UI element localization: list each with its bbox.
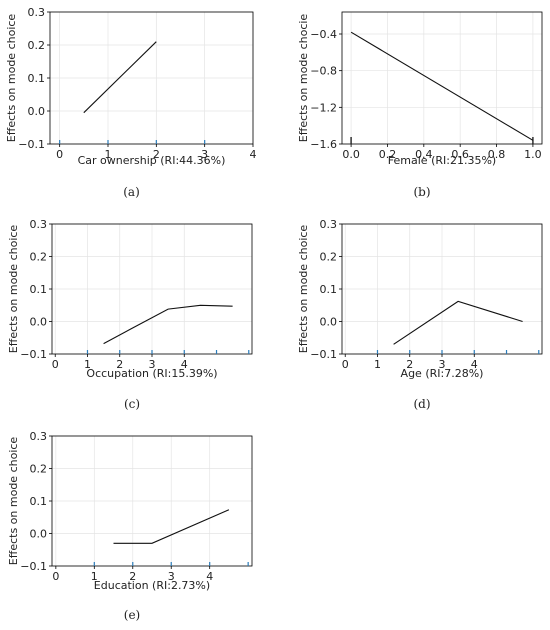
y-axis-label: Effects on mode choice xyxy=(5,14,18,143)
y-tick-label: 0.0 xyxy=(28,105,46,118)
y-tick-label: 0.2 xyxy=(320,251,338,264)
y-tick-label: −0.1 xyxy=(310,348,337,361)
x-axis-label: Education (RI:2.73%) xyxy=(94,579,210,592)
panel-label: (c) xyxy=(124,397,140,411)
x-tick-label: 4 xyxy=(471,358,478,371)
y-tick-label: −0.4 xyxy=(310,28,337,41)
panel-label: (d) xyxy=(413,397,430,411)
y-tick-label: 0.1 xyxy=(320,283,338,296)
y-tick-label: 0.3 xyxy=(30,430,48,443)
y-tick-label: 0.2 xyxy=(30,251,48,264)
panel-a: 0 1 2 3 4 −0.1 0.0 0.1 0.2 0.3 Car ownership (RI:4… xyxy=(5,6,257,199)
x-tick-label: 4 xyxy=(206,570,213,583)
series-line-0 xyxy=(83,41,157,114)
y-tick-label: −1.6 xyxy=(310,138,337,151)
y-tick-label: −0.1 xyxy=(18,138,45,151)
x-axis-label: Female (RI:21.35%) xyxy=(388,154,496,167)
y-tick-label: 0.1 xyxy=(30,283,48,296)
x-tick-label: 3 xyxy=(168,570,175,583)
x-axis-label: Car ownership (RI:44.36%) xyxy=(78,154,226,167)
x-tick-label: 0 xyxy=(56,148,63,161)
panel-c: 0 1 2 3 4 −0.1 0.0 0.1 0.2 0.3 Occupation (RI:15.3… xyxy=(7,218,253,411)
x-tick-label: 1 xyxy=(105,148,112,161)
y-tick-label: 0.3 xyxy=(320,218,338,231)
x-tick-label: 0 xyxy=(52,358,59,371)
panel-b: 0.0 0.2 0.4 0.6 0.8 1.0 −1.6 −1.2 −0.8 −0.4 Female… xyxy=(297,11,543,199)
x-tick-label: 4 xyxy=(181,358,188,371)
x-tick-label: 0 xyxy=(342,358,349,371)
panel-d: 0 1 2 3 4 −0.1 0.0 0.1 0.2 0.3 Age (RI:7.28%) Effec… xyxy=(297,218,543,411)
y-tick-label: 0.0 xyxy=(30,316,48,329)
x-tick-label: 2 xyxy=(406,358,413,371)
x-tick-label: 0.6 xyxy=(451,148,469,161)
x-tick-label: 1 xyxy=(84,358,91,371)
y-axis-label: Effects on mode choice xyxy=(297,225,310,354)
y-tick-label: −0.8 xyxy=(310,65,337,78)
panel-e: 0 1 2 3 4 −0.1 0.0 0.1 0.2 0.3 Education (RI:2.73%… xyxy=(7,430,253,622)
x-tick-label: 0.2 xyxy=(379,148,397,161)
x-axis-label: Age (RI:7.28%) xyxy=(401,367,484,380)
x-tick-label: 2 xyxy=(116,358,123,371)
series-line-0 xyxy=(113,509,230,544)
x-tick-label: 3 xyxy=(201,148,208,161)
y-tick-label: 0.0 xyxy=(320,316,338,329)
series-line-0 xyxy=(103,304,233,345)
x-tick-label: 1.0 xyxy=(524,148,542,161)
x-tick-label: 0 xyxy=(52,570,59,583)
y-tick-label: −0.1 xyxy=(20,348,47,361)
panel-label: (a) xyxy=(123,185,140,199)
x-tick-label: 2 xyxy=(153,148,160,161)
x-tick-label: 0.4 xyxy=(415,148,433,161)
y-tick-label: 0.0 xyxy=(30,528,48,541)
y-axis-label: Effects on mode chocie xyxy=(297,14,310,143)
series-line-0 xyxy=(393,300,523,345)
y-tick-label: 0.2 xyxy=(30,463,48,476)
x-tick-label: 4 xyxy=(250,148,257,161)
y-tick-label: 0.2 xyxy=(28,39,46,52)
y-axis-label: Effects on mode choice xyxy=(7,225,20,354)
y-tick-label: 0.3 xyxy=(30,218,48,231)
x-tick-label: 3 xyxy=(439,358,446,371)
y-tick-label: 0.1 xyxy=(30,495,48,508)
y-tick-label: 0.1 xyxy=(28,72,46,85)
y-tick-label: −0.1 xyxy=(20,560,47,573)
y-tick-label: 0.3 xyxy=(28,6,46,19)
y-axis-label: Effects on mode choice xyxy=(7,437,20,566)
x-tick-label: 0.8 xyxy=(488,148,506,161)
x-tick-label: 3 xyxy=(149,358,156,371)
series-line-0 xyxy=(350,31,534,141)
x-tick-label: 0.0 xyxy=(342,148,360,161)
plot-frame xyxy=(341,11,543,145)
x-tick-label: 1 xyxy=(91,570,98,583)
x-tick-label: 1 xyxy=(374,358,381,371)
panel-label: (e) xyxy=(124,608,140,622)
x-tick-label: 2 xyxy=(129,570,136,583)
y-tick-label: −1.2 xyxy=(310,101,337,114)
x-axis-label: Occupation (RI:15.39%) xyxy=(86,367,217,380)
panel-label: (b) xyxy=(413,185,430,199)
